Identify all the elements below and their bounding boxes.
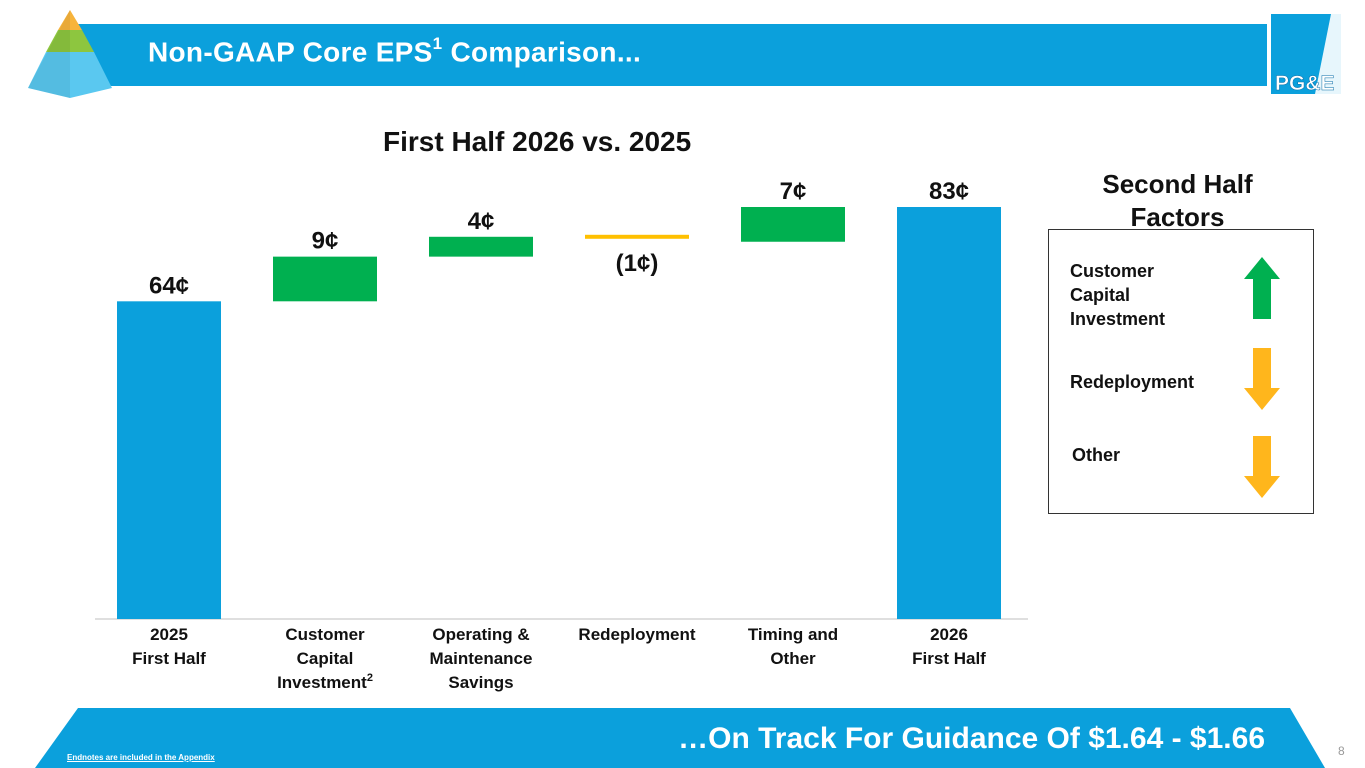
header-bar xyxy=(75,24,1267,86)
data-label-5: 83¢ xyxy=(929,178,969,205)
category-label-5: 2026 First Half xyxy=(912,625,986,668)
pge-logo: PG&E xyxy=(1271,14,1341,94)
bar-4 xyxy=(741,207,845,242)
side-panel-title: Second Half Factors xyxy=(1102,169,1253,232)
data-label-3: (1¢) xyxy=(616,250,659,277)
data-label-1: 9¢ xyxy=(312,228,339,255)
svg-text:PG&E: PG&E xyxy=(1275,72,1335,94)
factor-label-2: Other xyxy=(1072,445,1121,465)
category-label-3: Redeployment xyxy=(578,625,695,644)
data-label-0: 64¢ xyxy=(149,272,189,299)
bar-2 xyxy=(429,236,533,257)
side-panel-box xyxy=(1048,229,1314,514)
category-label-2: Operating & Maintenance Savings xyxy=(430,625,533,692)
bar-3 xyxy=(585,234,689,239)
data-label-4: 7¢ xyxy=(780,178,807,205)
endnote-link[interactable]: Endnotes are included in the Appendix xyxy=(67,753,215,762)
chart-title: First Half 2026 vs. 2025 xyxy=(383,126,692,157)
data-label-2: 4¢ xyxy=(468,208,495,235)
factor-label-0: Customer Capital Investment xyxy=(1070,261,1166,329)
bar-0 xyxy=(117,301,221,619)
pyramid-icon xyxy=(28,10,112,98)
page-number: 8 xyxy=(1338,744,1345,758)
category-label-4: Timing and Other xyxy=(748,625,838,668)
footer-bar xyxy=(35,708,1325,768)
factor-label-1: Redeployment xyxy=(1070,372,1195,392)
bar-5 xyxy=(897,207,1001,619)
category-label-0: 2025 First Half xyxy=(132,625,206,668)
page-title: Non-GAAP Core EPS1 Comparison... xyxy=(148,34,642,68)
category-label-1: Customer Capital Investment2 xyxy=(277,625,373,692)
arrow-down-icon xyxy=(1244,348,1280,410)
bar-1 xyxy=(273,256,377,302)
arrow-down-icon xyxy=(1244,436,1280,498)
footer-tagline: …On Track For Guidance Of $1.64 - $1.66 xyxy=(678,722,1265,755)
arrow-up-icon xyxy=(1244,257,1280,319)
